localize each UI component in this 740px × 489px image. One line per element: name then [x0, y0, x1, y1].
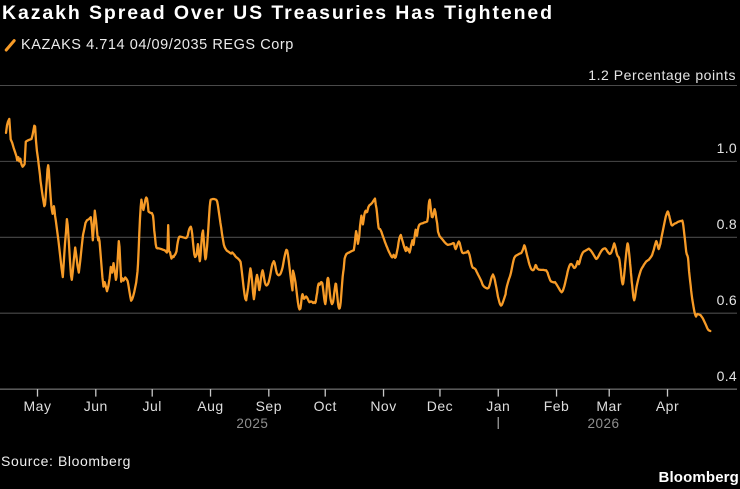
x-tick-label: Feb — [543, 398, 570, 414]
x-tick-label: Jun — [83, 398, 108, 414]
page-title: Kazakh Spread Over US Treasuries Has Tig… — [2, 1, 554, 24]
year-label: 2026 — [587, 416, 620, 431]
x-tick-label: Aug — [197, 398, 224, 414]
x-tick-label: Apr — [655, 398, 680, 414]
legend: KAZAKS 4.714 04/09/2035 REGS Corp — [4, 37, 294, 53]
x-tick-label: Sep — [255, 398, 283, 414]
x-tick-label: May — [23, 398, 52, 414]
x-tick-label: Dec — [426, 398, 454, 414]
x-tick-label: Mar — [596, 398, 622, 414]
y-tick-label: 0.4 — [716, 368, 737, 385]
y-tick-label: 1.0 — [716, 140, 737, 157]
y-tick-label: 0.6 — [716, 292, 737, 309]
y-tick-label: 0.8 — [716, 216, 737, 233]
x-tick-label: Jan — [486, 398, 511, 414]
axis-unit-label: 1.2 Percentage points — [588, 66, 736, 83]
data-line — [4, 117, 712, 333]
legend-label: KAZAKS 4.714 04/09/2035 REGS Corp — [21, 37, 294, 53]
x-tick-label: Jul — [142, 398, 162, 414]
x-tick-label: Oct — [313, 398, 337, 414]
orange-slash-icon — [4, 38, 16, 51]
bloomberg-logo: Bloomberg — [658, 469, 739, 486]
x-tick-label: Nov — [370, 398, 397, 414]
source-note: Source: Bloomberg — [1, 452, 132, 469]
year-label: 2025 — [236, 416, 269, 431]
